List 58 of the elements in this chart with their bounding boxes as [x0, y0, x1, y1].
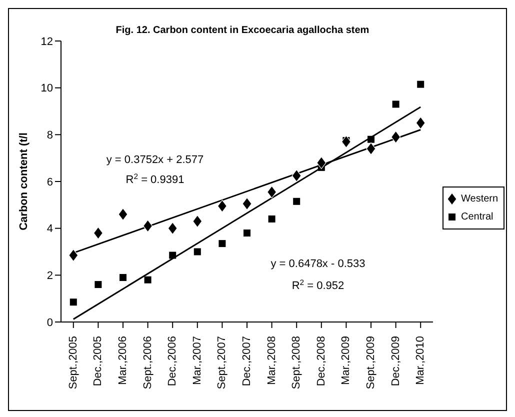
point: [244, 230, 250, 237]
x-tick-label: Dec.,2005: [92, 336, 104, 386]
y-axis-title: Carbon content (t/l: [18, 132, 30, 230]
x-tick-label: Mar.,2007: [191, 336, 204, 385]
point: [217, 200, 227, 212]
y-tick-label: 8: [46, 130, 53, 142]
point: [316, 156, 326, 170]
point: [268, 215, 276, 222]
x-tick-label: Mar.,2006: [117, 336, 129, 385]
annotation: R$^{2}$ = 0.952: [292, 278, 344, 292]
point: [143, 220, 153, 232]
annotation: y = 0.6478x - 0.533: [270, 258, 366, 270]
x-tick-label: Dec.,2008: [315, 336, 328, 386]
point: [70, 298, 77, 306]
point: [192, 215, 202, 228]
point: [292, 169, 302, 182]
point: [368, 136, 374, 143]
point: [168, 222, 178, 235]
x-tick-label: Mar.,2010: [414, 336, 427, 385]
y-tick-label: 4: [46, 223, 53, 236]
y-tick-label: 2: [46, 270, 53, 282]
point: [169, 252, 176, 259]
x-tick-label: Sept.,2005: [67, 336, 80, 390]
point: [341, 135, 351, 148]
x-tick-label: Sept.,2007: [216, 336, 228, 390]
point: [120, 274, 126, 282]
annotation: y = 0.3752x + 2.577: [106, 154, 204, 166]
annotation: R$^{2}$ = 0.9391: [126, 172, 184, 186]
point: [391, 130, 401, 144]
point: [242, 197, 252, 210]
point: [366, 142, 376, 156]
point: [94, 281, 102, 288]
y-tick-label: 10: [40, 82, 53, 95]
x-tick-label: Sept.,2008: [290, 336, 303, 390]
x-tick-label: Dec.,2006: [166, 336, 179, 386]
point: [392, 100, 400, 108]
point: [93, 226, 103, 240]
x-tick-label: Mar.,2009: [340, 336, 352, 385]
point: [416, 116, 426, 130]
x-tick-label: Sept.,2006: [142, 336, 154, 390]
point: [144, 276, 152, 284]
point: [118, 208, 128, 221]
point: [267, 186, 277, 198]
x-tick-label: Dec.,2009: [390, 336, 402, 386]
point: [293, 198, 300, 205]
point: [194, 248, 201, 256]
chart-title: Fig. 12. Carbon content in Excoecaria agallocha stem: [114, 25, 370, 36]
x-tick-label: Dec.,2007: [241, 336, 253, 386]
x-tick-label: Mar.,2008: [266, 336, 278, 385]
legend-label: Western: [461, 194, 498, 204]
x-tick-label: Sept.,2009: [365, 336, 377, 390]
legend-label: Central: [461, 212, 494, 222]
point: [218, 240, 226, 248]
point: [417, 80, 424, 88]
y-tick-label: 6: [46, 176, 53, 188]
point: [68, 248, 78, 262]
y-tick-label: 12: [40, 36, 53, 48]
y-tick-label: 0: [46, 316, 53, 329]
